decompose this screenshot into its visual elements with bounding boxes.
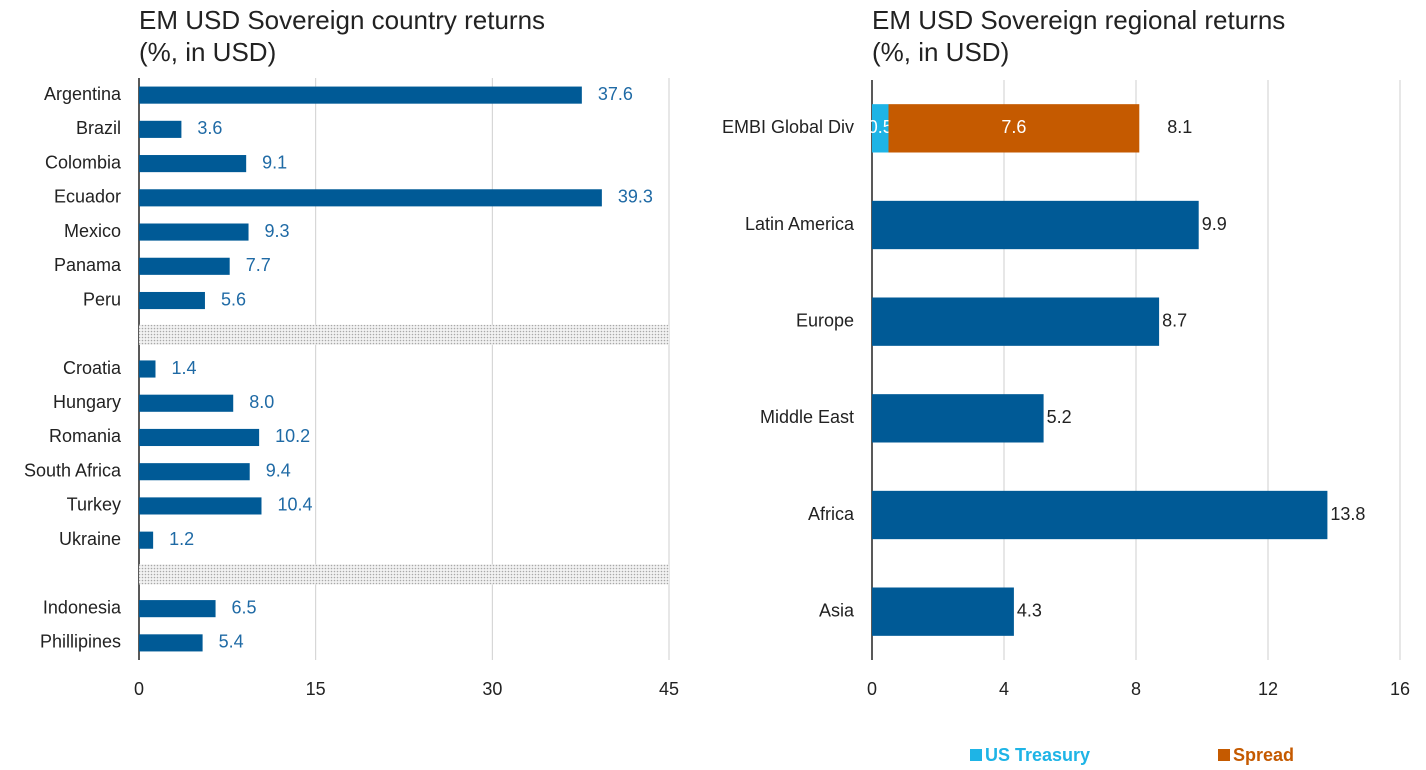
value-label: 9.1 [262, 152, 287, 172]
legend-label: US Treasury [985, 745, 1090, 765]
y-tick-label: Asia [819, 600, 855, 620]
bar [139, 531, 154, 549]
value-label: 8.7 [1162, 310, 1187, 330]
y-tick-label: Ukraine [59, 529, 121, 549]
bar [139, 86, 582, 104]
total-label: 8.1 [1167, 117, 1192, 137]
y-tick-label: EMBI Global Div [722, 117, 854, 137]
x-tick-label: 0 [134, 679, 144, 699]
value-label: 3.6 [197, 118, 222, 138]
y-tick-label: Argentina [44, 84, 122, 104]
bar [139, 428, 260, 447]
y-tick-label: Africa [808, 504, 855, 524]
bar [139, 634, 203, 652]
x-tick-label: 45 [659, 679, 679, 699]
bar-segment [872, 104, 889, 153]
value-label: 1.4 [171, 358, 196, 378]
bar [872, 394, 1044, 443]
chart-title: EM USD Sovereign country returns [139, 5, 545, 35]
value-label: 6.5 [232, 597, 257, 617]
bar [139, 394, 234, 412]
value-label: 9.9 [1202, 214, 1227, 234]
y-tick-label: Ecuador [54, 187, 121, 207]
y-tick-label: Hungary [53, 392, 121, 412]
y-tick-label: Indonesia [43, 597, 122, 617]
bar [139, 155, 247, 173]
value-label: 9.4 [266, 460, 291, 480]
value-label: 13.8 [1330, 504, 1365, 524]
bar [139, 189, 602, 207]
segment-label: 7.6 [1001, 117, 1026, 137]
value-label: 5.2 [1047, 407, 1072, 427]
x-tick-label: 16 [1390, 679, 1410, 699]
value-label: 37.6 [598, 84, 633, 104]
separator [139, 564, 669, 585]
y-tick-label: Peru [83, 289, 121, 309]
segment-label: 0.5 [868, 117, 893, 137]
legend-swatch [1218, 749, 1230, 761]
bar [139, 223, 249, 241]
y-tick-label: Croatia [63, 358, 122, 378]
value-label: 39.3 [618, 187, 653, 207]
chart-subtitle: (%, in USD) [139, 37, 276, 67]
value-label: 5.6 [221, 289, 246, 309]
y-tick-label: Colombia [45, 152, 122, 172]
bar [139, 360, 156, 378]
x-tick-label: 30 [482, 679, 502, 699]
x-tick-label: 4 [999, 679, 1009, 699]
value-label: 4.3 [1017, 600, 1042, 620]
y-tick-label: Romania [49, 426, 122, 446]
y-tick-label: Europe [796, 310, 854, 330]
value-label: 10.4 [277, 495, 312, 515]
value-label: 10.2 [275, 426, 310, 446]
x-tick-label: 15 [306, 679, 326, 699]
bar [139, 291, 205, 310]
bar [139, 257, 230, 275]
y-tick-label: Phillipines [40, 632, 121, 652]
y-tick-label: Mexico [64, 221, 121, 241]
bar-segment [888, 104, 1140, 153]
value-label: 1.2 [169, 529, 194, 549]
bar [872, 490, 1328, 540]
y-tick-label: Brazil [76, 118, 121, 138]
value-label: 8.0 [249, 392, 274, 412]
legend-label: Spread [1233, 745, 1294, 765]
chart-subtitle: (%, in USD) [872, 37, 1009, 67]
y-tick-label: South Africa [24, 460, 122, 480]
value-label: 7.7 [246, 255, 271, 275]
x-tick-label: 8 [1131, 679, 1141, 699]
y-tick-label: Panama [54, 255, 122, 275]
bar [139, 600, 216, 618]
separator [139, 324, 669, 345]
bar [139, 120, 182, 138]
y-tick-label: Middle East [760, 407, 854, 427]
value-label: 5.4 [219, 632, 244, 652]
bar [872, 587, 1014, 636]
legend-swatch [970, 749, 982, 761]
y-tick-label: Turkey [67, 495, 121, 515]
bar [139, 463, 250, 481]
x-tick-label: 0 [867, 679, 877, 699]
y-tick-label: Latin America [745, 214, 855, 234]
bar [139, 497, 262, 515]
bar [872, 200, 1199, 250]
bar [872, 297, 1160, 346]
x-tick-label: 12 [1258, 679, 1278, 699]
chart-title: EM USD Sovereign regional returns [872, 5, 1285, 35]
value-label: 9.3 [265, 221, 290, 241]
